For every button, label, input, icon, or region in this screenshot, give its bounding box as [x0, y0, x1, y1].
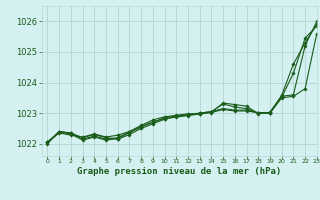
- X-axis label: Graphe pression niveau de la mer (hPa): Graphe pression niveau de la mer (hPa): [77, 167, 281, 176]
